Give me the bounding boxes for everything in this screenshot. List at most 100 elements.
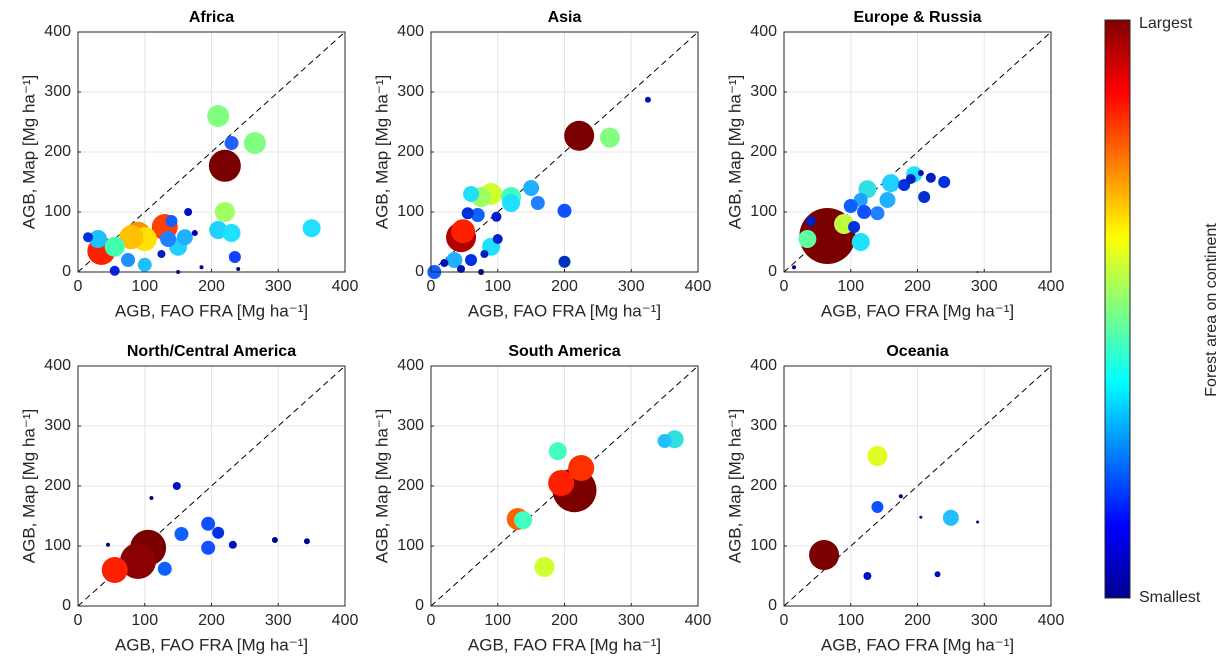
- y-tick-label: 200: [44, 143, 71, 160]
- x-axis-label: AGB, FAO FRA [Mg ha⁻¹]: [821, 635, 1014, 654]
- bubble: [176, 229, 193, 246]
- bubble: [805, 216, 816, 226]
- x-tick-label: 300: [971, 278, 998, 295]
- bubble: [843, 199, 858, 213]
- x-tick-label: 300: [618, 278, 645, 295]
- bubble: [212, 526, 225, 539]
- y-tick-label: 400: [750, 23, 777, 40]
- bubble: [157, 561, 172, 576]
- x-tick-label: 100: [837, 612, 864, 629]
- bubble: [905, 174, 916, 184]
- bubble: [172, 482, 181, 490]
- y-tick-label: 100: [397, 537, 424, 554]
- bubble: [871, 501, 884, 513]
- y-tick-label: 400: [44, 357, 71, 374]
- x-tick-label: 200: [198, 278, 225, 295]
- x-tick-label: 300: [265, 612, 292, 629]
- x-tick-label: 100: [484, 612, 511, 629]
- axes-box: [430, 31, 699, 273]
- y-axis-label: AGB, Map [Mg ha⁻¹]: [725, 409, 744, 563]
- x-tick-label: 100: [131, 612, 158, 629]
- bubble: [83, 232, 94, 243]
- y-axis-label: AGB, Map [Mg ha⁻¹]: [372, 409, 391, 563]
- y-tick-label: 300: [397, 83, 424, 100]
- x-tick-label: 200: [551, 278, 578, 295]
- y-tick-label: 400: [397, 23, 424, 40]
- bubble: [492, 234, 503, 244]
- bubble: [848, 221, 861, 233]
- x-tick-label: 100: [837, 278, 864, 295]
- bubble: [207, 105, 230, 127]
- x-tick-label: 400: [332, 278, 359, 295]
- bubble: [228, 251, 241, 263]
- x-axis-label: AGB, FAO FRA [Mg ha⁻¹]: [115, 635, 308, 654]
- bubble: [121, 253, 136, 267]
- y-tick-label: 100: [44, 537, 71, 554]
- bubble: [120, 543, 157, 579]
- x-tick-label: 400: [685, 612, 712, 629]
- bubble: [919, 515, 923, 519]
- axes-box: [783, 365, 1052, 607]
- bubble: [109, 265, 120, 276]
- bubble: [201, 516, 216, 531]
- x-axis-label: AGB, FAO FRA [Mg ha⁻¹]: [468, 635, 661, 654]
- bubble: [644, 96, 651, 103]
- bubble: [208, 149, 241, 182]
- bubble: [657, 434, 672, 448]
- bubble: [214, 202, 235, 222]
- bubble: [558, 255, 571, 268]
- bubble: [199, 265, 204, 270]
- y-axis-label: AGB, Map [Mg ha⁻¹]: [372, 75, 391, 229]
- x-tick-label: 0: [74, 612, 83, 629]
- y-tick-label: 200: [750, 143, 777, 160]
- x-tick-label: 300: [265, 278, 292, 295]
- x-tick-label: 0: [780, 612, 789, 629]
- y-tick-label: 100: [750, 537, 777, 554]
- x-tick-label: 400: [332, 612, 359, 629]
- bubble: [918, 191, 931, 203]
- y-tick-label: 300: [44, 83, 71, 100]
- bubble: [451, 219, 476, 244]
- bubble: [564, 120, 595, 151]
- bubble: [942, 509, 959, 526]
- bubble: [976, 520, 980, 524]
- axes-box: [77, 365, 346, 607]
- panel-title: North/Central America: [127, 343, 296, 360]
- y-tick-label: 400: [750, 357, 777, 374]
- y-tick-label: 0: [768, 263, 777, 280]
- x-tick-label: 0: [427, 278, 436, 295]
- bubble: [863, 572, 872, 580]
- bubble: [792, 265, 797, 270]
- bubble: [201, 540, 216, 555]
- x-tick-label: 200: [904, 612, 931, 629]
- colorbar-label: Forest area on continent: [1203, 223, 1220, 397]
- bubble: [798, 230, 817, 248]
- axes-box: [77, 31, 346, 273]
- bubble: [491, 211, 502, 222]
- y-axis-label: AGB, Map [Mg ha⁻¹]: [725, 75, 744, 229]
- y-tick-label: 0: [62, 263, 71, 280]
- panel-title: South America: [508, 343, 620, 360]
- bubble: [568, 455, 595, 481]
- bubble: [224, 136, 239, 150]
- y-tick-label: 300: [44, 417, 71, 434]
- x-tick-label: 400: [685, 278, 712, 295]
- bubble: [917, 170, 924, 176]
- bubble: [480, 250, 489, 258]
- bubble: [222, 224, 241, 242]
- y-tick-label: 300: [750, 83, 777, 100]
- bubble: [457, 265, 466, 273]
- x-tick-label: 0: [427, 612, 436, 629]
- bubble: [470, 208, 485, 222]
- bubble: [236, 267, 241, 271]
- bubble: [165, 215, 178, 227]
- y-tick-label: 100: [397, 203, 424, 220]
- y-tick-label: 400: [44, 23, 71, 40]
- bubble: [157, 250, 166, 258]
- bubble: [243, 132, 266, 154]
- y-axis-label: AGB, Map [Mg ha⁻¹]: [19, 75, 38, 229]
- bubble: [303, 538, 310, 545]
- bubble: [502, 194, 521, 212]
- bubble: [867, 446, 888, 466]
